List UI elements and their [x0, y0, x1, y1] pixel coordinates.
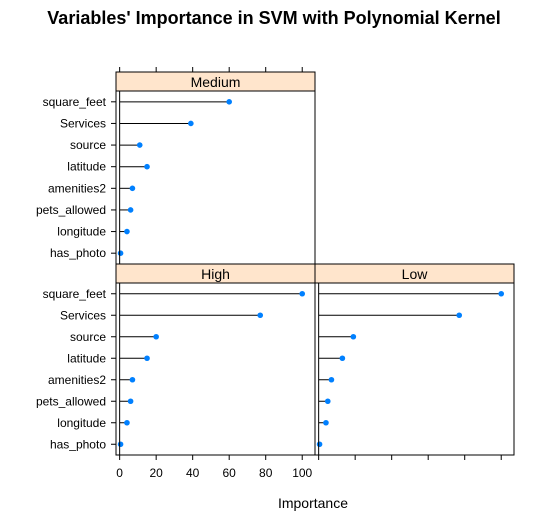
x-tick-label: 60 [223, 466, 237, 480]
category-label: longitude [57, 225, 106, 239]
category-label: longitude [57, 416, 106, 430]
importance-point [339, 355, 346, 362]
importance-point [153, 333, 159, 340]
panel-strip-label: Medium [191, 74, 241, 90]
importance-point [226, 99, 232, 105]
category-label: Services [60, 116, 106, 130]
importance-point [127, 398, 134, 405]
chart-title: Variables' Importance in SVM with Polyno… [47, 8, 500, 28]
importance-point [316, 441, 323, 448]
category-label: latitude [67, 160, 106, 174]
x-axis-title: Importance [278, 495, 348, 511]
importance-point [299, 290, 306, 297]
importance-point [129, 185, 136, 192]
importance-point [328, 376, 335, 383]
category-label: Services [60, 308, 106, 322]
importance-point [136, 142, 143, 148]
importance-point [324, 398, 331, 405]
category-label: source [70, 330, 106, 344]
x-tick-label: 100 [292, 466, 312, 480]
category-label: has_photo [50, 437, 106, 451]
category-label: source [70, 138, 106, 152]
category-label: has_photo [50, 246, 106, 260]
importance-point [498, 290, 505, 297]
importance-point [456, 312, 463, 319]
x-tick-label: 20 [149, 466, 163, 480]
category-label: square_feet [43, 287, 107, 301]
category-label: pets_allowed [36, 203, 106, 217]
importance-point [117, 250, 124, 256]
category-label: pets_allowed [36, 394, 106, 408]
importance-point [188, 120, 194, 127]
plot-area: square_feet Services source latitude ameniti… [36, 67, 515, 480]
category-label: square_feet [43, 95, 107, 109]
category-label: latitude [67, 351, 106, 365]
importance-point [257, 312, 264, 319]
category-label: amenities2 [48, 373, 106, 387]
importance-point [127, 207, 134, 213]
panel-frame [314, 263, 515, 456]
category-label: amenities2 [48, 181, 106, 195]
importance-point [124, 419, 130, 426]
x-tick-label: 40 [186, 466, 200, 480]
importance-point [124, 228, 130, 235]
panel-strip-label: High [201, 266, 230, 282]
x-tick-label: 80 [259, 466, 273, 480]
importance-point [129, 376, 136, 383]
panel-strip-label: Low [402, 266, 429, 282]
importance-point [117, 441, 124, 448]
importance-point [144, 355, 150, 362]
importance-point [350, 333, 357, 340]
x-tick-label: 0 [116, 466, 123, 480]
importance-point [144, 163, 150, 170]
importance-point [323, 419, 329, 426]
